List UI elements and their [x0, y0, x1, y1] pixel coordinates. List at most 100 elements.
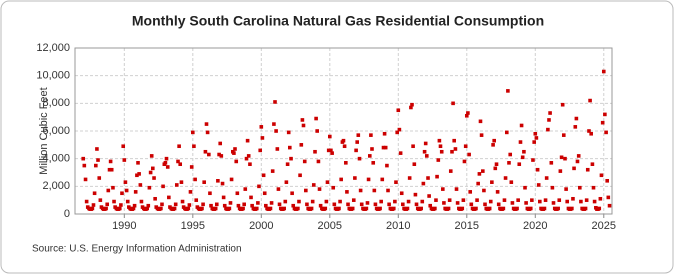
point	[147, 185, 152, 190]
point	[209, 203, 213, 208]
point	[96, 158, 100, 162]
point	[330, 151, 334, 155]
point	[301, 123, 306, 128]
point	[148, 170, 153, 175]
point	[338, 199, 342, 204]
point	[272, 122, 276, 126]
point	[107, 167, 112, 172]
point	[275, 147, 280, 151]
point	[200, 206, 204, 211]
point	[131, 206, 136, 211]
point	[339, 177, 343, 182]
point	[249, 195, 253, 200]
point	[359, 202, 364, 207]
point	[378, 206, 382, 211]
point	[163, 161, 168, 165]
x-tick-label: 2010	[386, 220, 410, 232]
point	[337, 206, 341, 211]
point	[104, 206, 108, 211]
point	[121, 144, 126, 149]
x-tick-label: 1995	[181, 220, 205, 232]
point	[491, 143, 495, 147]
point	[120, 191, 124, 196]
point	[372, 188, 377, 193]
point	[601, 69, 606, 74]
point	[243, 187, 248, 191]
point	[383, 145, 388, 150]
point	[365, 201, 370, 205]
x-tick-label: 2020	[523, 220, 547, 232]
point	[117, 206, 122, 211]
point	[167, 195, 171, 200]
point	[191, 130, 195, 135]
point	[82, 163, 87, 168]
point	[585, 167, 590, 172]
y-tick-label: 8,000	[42, 97, 70, 109]
point	[289, 156, 293, 161]
point	[288, 145, 292, 150]
point	[254, 206, 259, 211]
point	[380, 177, 385, 182]
point	[455, 201, 460, 205]
point	[409, 105, 413, 110]
point	[603, 112, 607, 117]
point	[261, 173, 266, 178]
x-tick-label: 2015	[455, 220, 479, 232]
point	[177, 144, 181, 149]
point	[357, 156, 362, 161]
y-tick-label: 6,000	[42, 125, 70, 137]
point	[106, 188, 111, 193]
point	[315, 129, 319, 133]
point	[504, 130, 509, 135]
point	[548, 111, 552, 115]
point	[316, 159, 321, 164]
chart-title: Monthly South Carolina Natural Gas Resid…	[132, 13, 544, 29]
point	[233, 147, 237, 151]
point	[492, 138, 496, 143]
point	[325, 180, 330, 184]
x-tick-label: 2025	[592, 220, 616, 232]
point	[286, 130, 291, 135]
point	[560, 102, 565, 107]
point	[604, 130, 608, 135]
point	[328, 134, 332, 139]
point	[214, 202, 219, 207]
point	[236, 203, 241, 208]
point	[235, 191, 240, 196]
point	[90, 206, 95, 211]
point	[450, 149, 454, 154]
point	[179, 180, 184, 184]
point	[575, 159, 580, 164]
point	[520, 155, 525, 160]
point	[135, 173, 139, 178]
point	[244, 156, 249, 161]
point	[228, 201, 233, 205]
point	[351, 198, 356, 202]
point	[309, 206, 314, 211]
point	[371, 161, 376, 165]
point	[332, 202, 337, 207]
point	[393, 199, 397, 204]
point	[81, 156, 86, 161]
point	[203, 149, 208, 154]
point	[524, 201, 528, 205]
point	[573, 125, 578, 129]
point	[446, 206, 451, 211]
point	[326, 148, 331, 153]
point	[519, 123, 524, 128]
point	[536, 183, 541, 187]
point	[245, 138, 250, 143]
point	[350, 206, 355, 211]
point	[342, 144, 347, 149]
point	[583, 206, 588, 211]
point	[276, 187, 281, 191]
point	[97, 176, 102, 180]
point	[300, 118, 305, 122]
point	[310, 199, 315, 204]
point	[205, 130, 210, 135]
point	[222, 203, 227, 208]
point	[304, 188, 308, 193]
point	[207, 152, 211, 157]
point	[483, 202, 487, 207]
point	[398, 151, 403, 155]
